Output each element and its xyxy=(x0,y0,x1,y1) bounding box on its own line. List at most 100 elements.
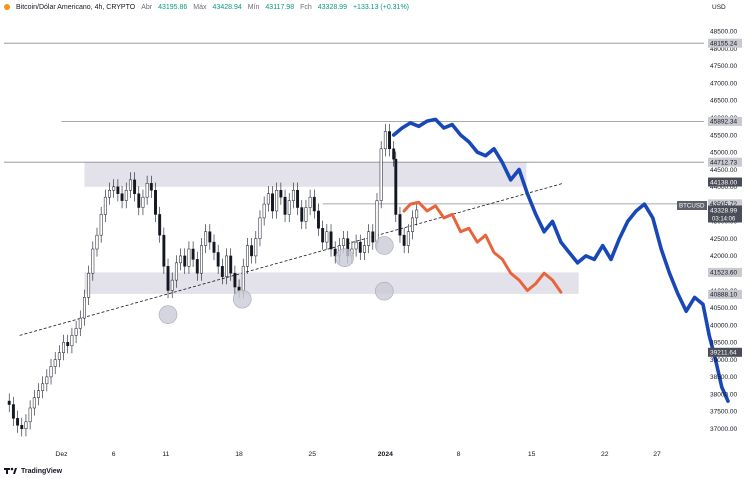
candle-body xyxy=(179,255,183,264)
price-label: 40888.10 xyxy=(710,292,737,299)
candle-body xyxy=(149,183,153,191)
price-zone-0 xyxy=(84,162,527,187)
candle-body xyxy=(379,148,383,201)
candle-body xyxy=(99,214,103,236)
candle-body xyxy=(304,207,308,222)
candle-body xyxy=(321,228,325,243)
x-tick-label: 2024 xyxy=(378,451,393,458)
y-tick-label: 40000.00 xyxy=(710,322,737,329)
status-dot-icon xyxy=(4,4,10,10)
candle-body xyxy=(287,200,291,215)
candle-body xyxy=(95,234,99,250)
price-label-bg xyxy=(708,267,742,277)
candle-body xyxy=(329,231,333,250)
symbol-title[interactable]: Bitcoin/Dólar Americano, 4h, CRYPTO xyxy=(16,3,136,11)
candle-body xyxy=(141,196,145,208)
price-label: 45892.34 xyxy=(710,119,737,126)
candle-body xyxy=(200,245,203,274)
candle-body xyxy=(296,190,300,208)
x-tick-label: 18 xyxy=(235,451,243,458)
candle-body xyxy=(258,217,262,239)
candle-body xyxy=(108,190,111,198)
price-label-bg xyxy=(708,199,742,209)
candle-body xyxy=(103,196,107,215)
candle-body xyxy=(250,245,254,257)
candle-body xyxy=(62,342,66,353)
candle-body xyxy=(145,183,149,198)
low-label: Mín xyxy=(247,3,260,11)
y-tick-label: 40500.00 xyxy=(710,305,737,312)
pivot-marker xyxy=(232,289,252,309)
candle-body xyxy=(53,359,57,367)
candle-body xyxy=(402,234,406,246)
countdown-bg xyxy=(708,214,742,223)
price-label-bg xyxy=(708,177,742,187)
candle-body xyxy=(174,262,178,281)
candle-body xyxy=(229,255,233,274)
x-tick-label: 15 xyxy=(528,451,536,458)
candle-body xyxy=(411,217,414,232)
price-label-bg xyxy=(708,347,742,357)
price-label-bg xyxy=(708,289,742,299)
high-label: Máx xyxy=(193,3,207,11)
y-tick-label: 39500.00 xyxy=(710,340,737,347)
candle-body xyxy=(116,186,120,194)
candle-body xyxy=(208,231,212,243)
pivot-marker xyxy=(374,236,394,255)
y-tick-label: 45000.00 xyxy=(710,150,737,157)
candle-body xyxy=(362,245,366,253)
y-tick-label: 48500.00 xyxy=(710,29,737,36)
candle-body xyxy=(271,193,274,212)
x-tick-label: 27 xyxy=(653,451,661,458)
candle-body xyxy=(204,231,208,246)
candle-body xyxy=(170,279,174,291)
price-label-bg xyxy=(708,116,742,126)
price-axis: USD 48500.00 48000.00 47500.00 47000.00 46500… xyxy=(677,4,742,433)
candle-body xyxy=(291,190,295,201)
candle-body xyxy=(283,196,287,215)
candle-body xyxy=(237,286,241,291)
price-label: 43328.99 xyxy=(710,207,737,214)
candle-body xyxy=(91,248,95,274)
close-label: Fch xyxy=(300,3,312,11)
candle-body xyxy=(308,196,312,208)
candle-body xyxy=(128,179,132,191)
candle-body xyxy=(133,179,137,194)
candle-body xyxy=(317,210,320,229)
candle-body xyxy=(37,390,40,398)
symbol-tag: BTCUSD xyxy=(679,202,705,209)
candle-body xyxy=(279,190,283,198)
countdown-label: 03:14:06 xyxy=(712,216,736,222)
price-label: 44138.00 xyxy=(710,179,737,186)
candle-body xyxy=(367,231,371,246)
candle-body xyxy=(7,400,11,405)
open-value: 43195.86 xyxy=(158,3,188,11)
high-value: 43428.94 xyxy=(212,3,242,11)
price-label: 41523.60 xyxy=(710,270,737,277)
x-tick-label: 11 xyxy=(162,451,169,458)
y-tick-label: 42000.00 xyxy=(710,253,737,260)
candle-body xyxy=(266,193,270,205)
pivot-marker xyxy=(335,248,354,267)
candle-body xyxy=(275,190,279,212)
candle-body xyxy=(300,207,304,222)
symbol-tag-bg xyxy=(677,200,707,210)
candle-body xyxy=(57,352,61,360)
candle-body xyxy=(216,252,220,267)
candle-body xyxy=(187,248,191,267)
y-tick-label: 37000.00 xyxy=(710,426,737,433)
candle-body xyxy=(233,272,237,288)
candle-body xyxy=(225,255,228,277)
x-tick-label: 8 xyxy=(457,451,461,458)
trendline-group xyxy=(19,182,564,336)
y-tick-label: 38500.00 xyxy=(710,374,737,381)
footer-brand[interactable]: TradingView xyxy=(4,467,62,475)
candle-body xyxy=(254,238,258,257)
change-value: +133.13 (+0.31%) xyxy=(352,3,410,11)
candle-body xyxy=(20,425,24,429)
y-tick-label: 44000.00 xyxy=(710,184,737,191)
candle-body xyxy=(166,266,170,291)
candle-body xyxy=(325,231,329,243)
candle-body xyxy=(354,241,358,250)
